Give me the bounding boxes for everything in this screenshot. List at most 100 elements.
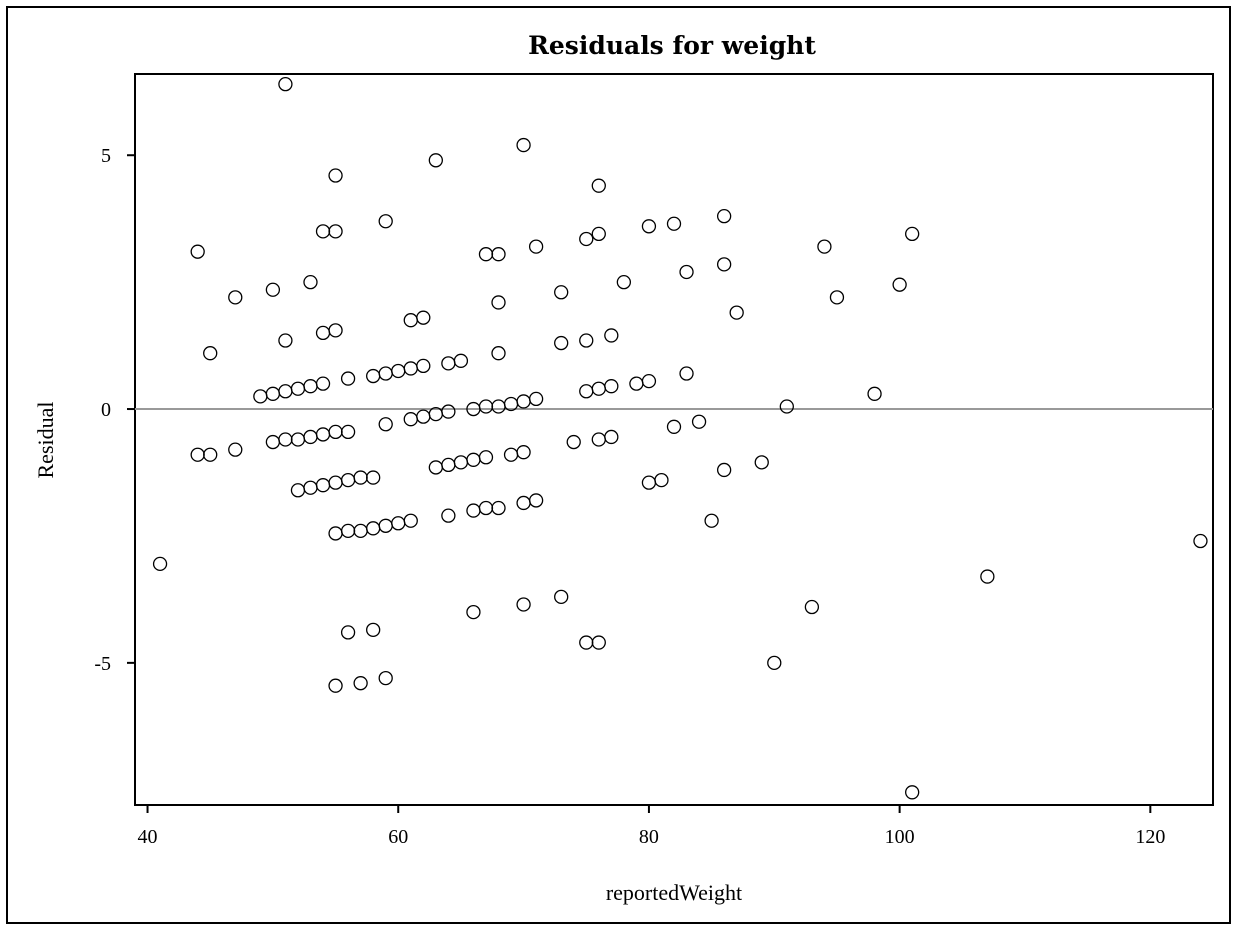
points-layer xyxy=(152,77,1208,800)
y-tick-label: -5 xyxy=(94,653,111,675)
data-point xyxy=(278,333,293,348)
data-point xyxy=(491,500,506,516)
data-point xyxy=(516,597,531,612)
plot-area xyxy=(134,73,1214,806)
data-point xyxy=(403,313,418,328)
data-point xyxy=(340,371,356,386)
data-point xyxy=(566,434,581,450)
data-point xyxy=(491,295,506,310)
data-point xyxy=(228,290,243,305)
data-point xyxy=(441,404,456,419)
data-point xyxy=(491,346,506,361)
data-point xyxy=(453,353,469,368)
data-point xyxy=(303,480,318,495)
data-point xyxy=(1193,533,1208,549)
data-point xyxy=(428,153,443,168)
y-tick-label: 0 xyxy=(101,399,111,421)
chart-frame xyxy=(6,6,1231,924)
data-point xyxy=(378,417,393,432)
data-point xyxy=(767,655,782,671)
data-point xyxy=(265,386,281,401)
data-point xyxy=(980,569,995,584)
data-point xyxy=(290,432,306,447)
data-point xyxy=(253,389,268,404)
data-point xyxy=(591,432,606,447)
data-point xyxy=(528,239,544,254)
data-point xyxy=(378,518,393,533)
data-point xyxy=(641,219,657,234)
data-point xyxy=(716,257,732,272)
data-point xyxy=(391,363,406,379)
data-point xyxy=(340,523,356,539)
data-point xyxy=(203,346,218,361)
data-point xyxy=(516,495,531,511)
data-point xyxy=(804,599,820,615)
data-point xyxy=(278,77,293,92)
data-point xyxy=(340,424,356,440)
data-point xyxy=(366,470,381,485)
data-point xyxy=(691,414,707,429)
data-point xyxy=(416,358,431,374)
x-axis-ticks: 40 60 80 100 120 xyxy=(138,805,1165,848)
data-point xyxy=(604,379,619,394)
y-axis-ticks: 5 0 -5 xyxy=(94,145,135,675)
data-point xyxy=(152,556,168,572)
data-point xyxy=(905,226,920,242)
data-point xyxy=(441,457,456,473)
data-point xyxy=(290,483,306,498)
data-point xyxy=(491,399,506,414)
data-point xyxy=(190,447,205,462)
data-point xyxy=(867,386,882,401)
data-point xyxy=(328,678,343,693)
data-point xyxy=(478,399,494,414)
data-point xyxy=(704,513,719,528)
data-point xyxy=(328,168,343,183)
data-point xyxy=(303,379,318,394)
data-point xyxy=(315,427,331,442)
data-point xyxy=(679,366,694,381)
data-point xyxy=(466,503,481,518)
data-point xyxy=(340,472,356,488)
data-point xyxy=(679,264,694,280)
data-point xyxy=(516,445,531,460)
data-point xyxy=(378,214,393,229)
data-point xyxy=(265,434,281,450)
data-point xyxy=(378,670,393,686)
data-point xyxy=(579,333,594,348)
data-point xyxy=(528,493,544,508)
data-point xyxy=(328,323,343,338)
data-point xyxy=(315,325,331,341)
data-point xyxy=(516,137,531,153)
data-point xyxy=(666,216,682,231)
x-tick-label: 80 xyxy=(639,826,659,848)
x-tick-label: 60 xyxy=(388,826,408,848)
x-axis-label: reportedWeight xyxy=(606,880,742,905)
data-point xyxy=(340,625,356,640)
data-point xyxy=(754,455,769,470)
data-point xyxy=(579,635,594,650)
data-point xyxy=(892,277,907,292)
data-point xyxy=(403,361,418,376)
data-point xyxy=(315,224,331,239)
data-point xyxy=(466,604,481,620)
data-point xyxy=(203,447,218,462)
data-point xyxy=(503,447,519,462)
data-point xyxy=(579,384,594,399)
data-point xyxy=(278,384,293,399)
data-point xyxy=(616,274,632,290)
data-point xyxy=(554,285,569,300)
data-point xyxy=(353,676,368,691)
data-point xyxy=(604,429,619,445)
data-point xyxy=(366,368,381,384)
data-point xyxy=(403,513,418,528)
data-point xyxy=(366,622,381,638)
data-point xyxy=(554,589,569,605)
data-point xyxy=(453,455,469,470)
data-point xyxy=(905,785,920,800)
x-tick-label: 120 xyxy=(1135,826,1165,848)
x-tick-label: 100 xyxy=(885,826,915,848)
data-point xyxy=(290,381,306,396)
data-point xyxy=(315,478,331,493)
data-point xyxy=(353,470,368,485)
data-point xyxy=(641,475,657,490)
